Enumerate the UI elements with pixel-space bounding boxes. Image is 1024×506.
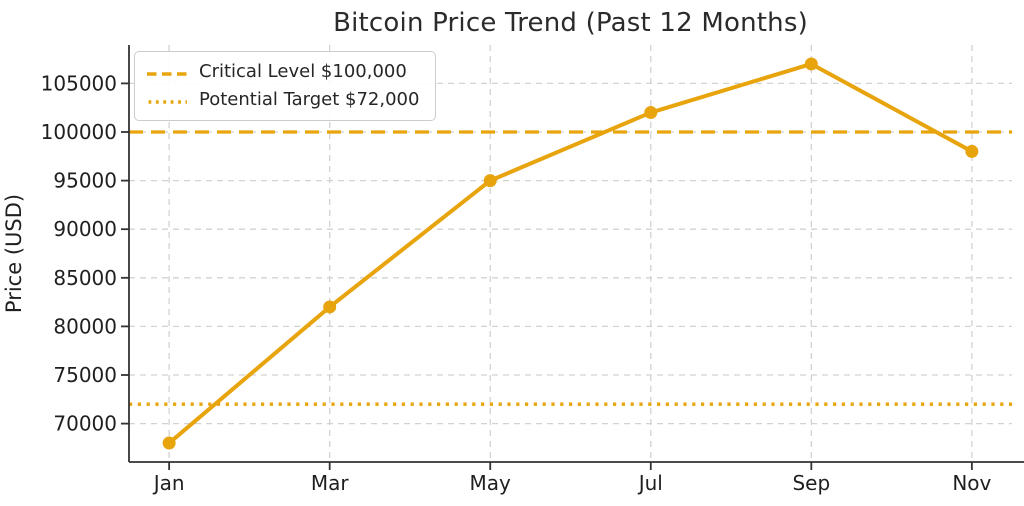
- data-point-Jul: [644, 106, 658, 120]
- y-tick-label: 100000: [41, 120, 117, 144]
- legend-item-critical-level: Critical Level $100,000: [147, 59, 419, 84]
- y-tick-label: 90000: [53, 217, 117, 241]
- x-tick-label: Jan: [152, 471, 185, 495]
- data-point-Sep: [804, 57, 818, 71]
- y-tick-label: 105000: [41, 71, 117, 95]
- y-tick-label: 80000: [53, 314, 117, 338]
- legend-item-potential-target: Potential Target $72,000: [147, 87, 419, 112]
- y-tick-label: 95000: [53, 169, 117, 193]
- dotted-line-sample: [147, 87, 187, 112]
- chart-title: Bitcoin Price Trend (Past 12 Months): [333, 8, 808, 38]
- data-point-Nov: [965, 144, 979, 158]
- legend: Critical Level $100,000 Potential Target…: [134, 51, 437, 121]
- y-axis-label: Price (USD): [2, 194, 26, 313]
- y-tick-label: 85000: [53, 266, 117, 290]
- data-point-May: [483, 174, 497, 188]
- data-point-Jan: [162, 436, 176, 450]
- legend-label-potential-target: Potential Target $72,000: [199, 89, 420, 110]
- price-line: [167, 61, 974, 446]
- data-point-Mar: [323, 300, 337, 314]
- x-tick-label: Nov: [952, 471, 991, 495]
- dashed-line-sample: [147, 59, 187, 84]
- x-tick-label: Sep: [792, 471, 830, 495]
- legend-label-critical-level: Critical Level $100,000: [199, 61, 407, 82]
- y-tick-label: 70000: [53, 412, 117, 436]
- y-tick-label: 75000: [53, 363, 117, 387]
- x-tick-label: Jul: [637, 471, 663, 495]
- x-tick-label: Mar: [311, 471, 350, 495]
- x-tick-label: May: [470, 471, 512, 495]
